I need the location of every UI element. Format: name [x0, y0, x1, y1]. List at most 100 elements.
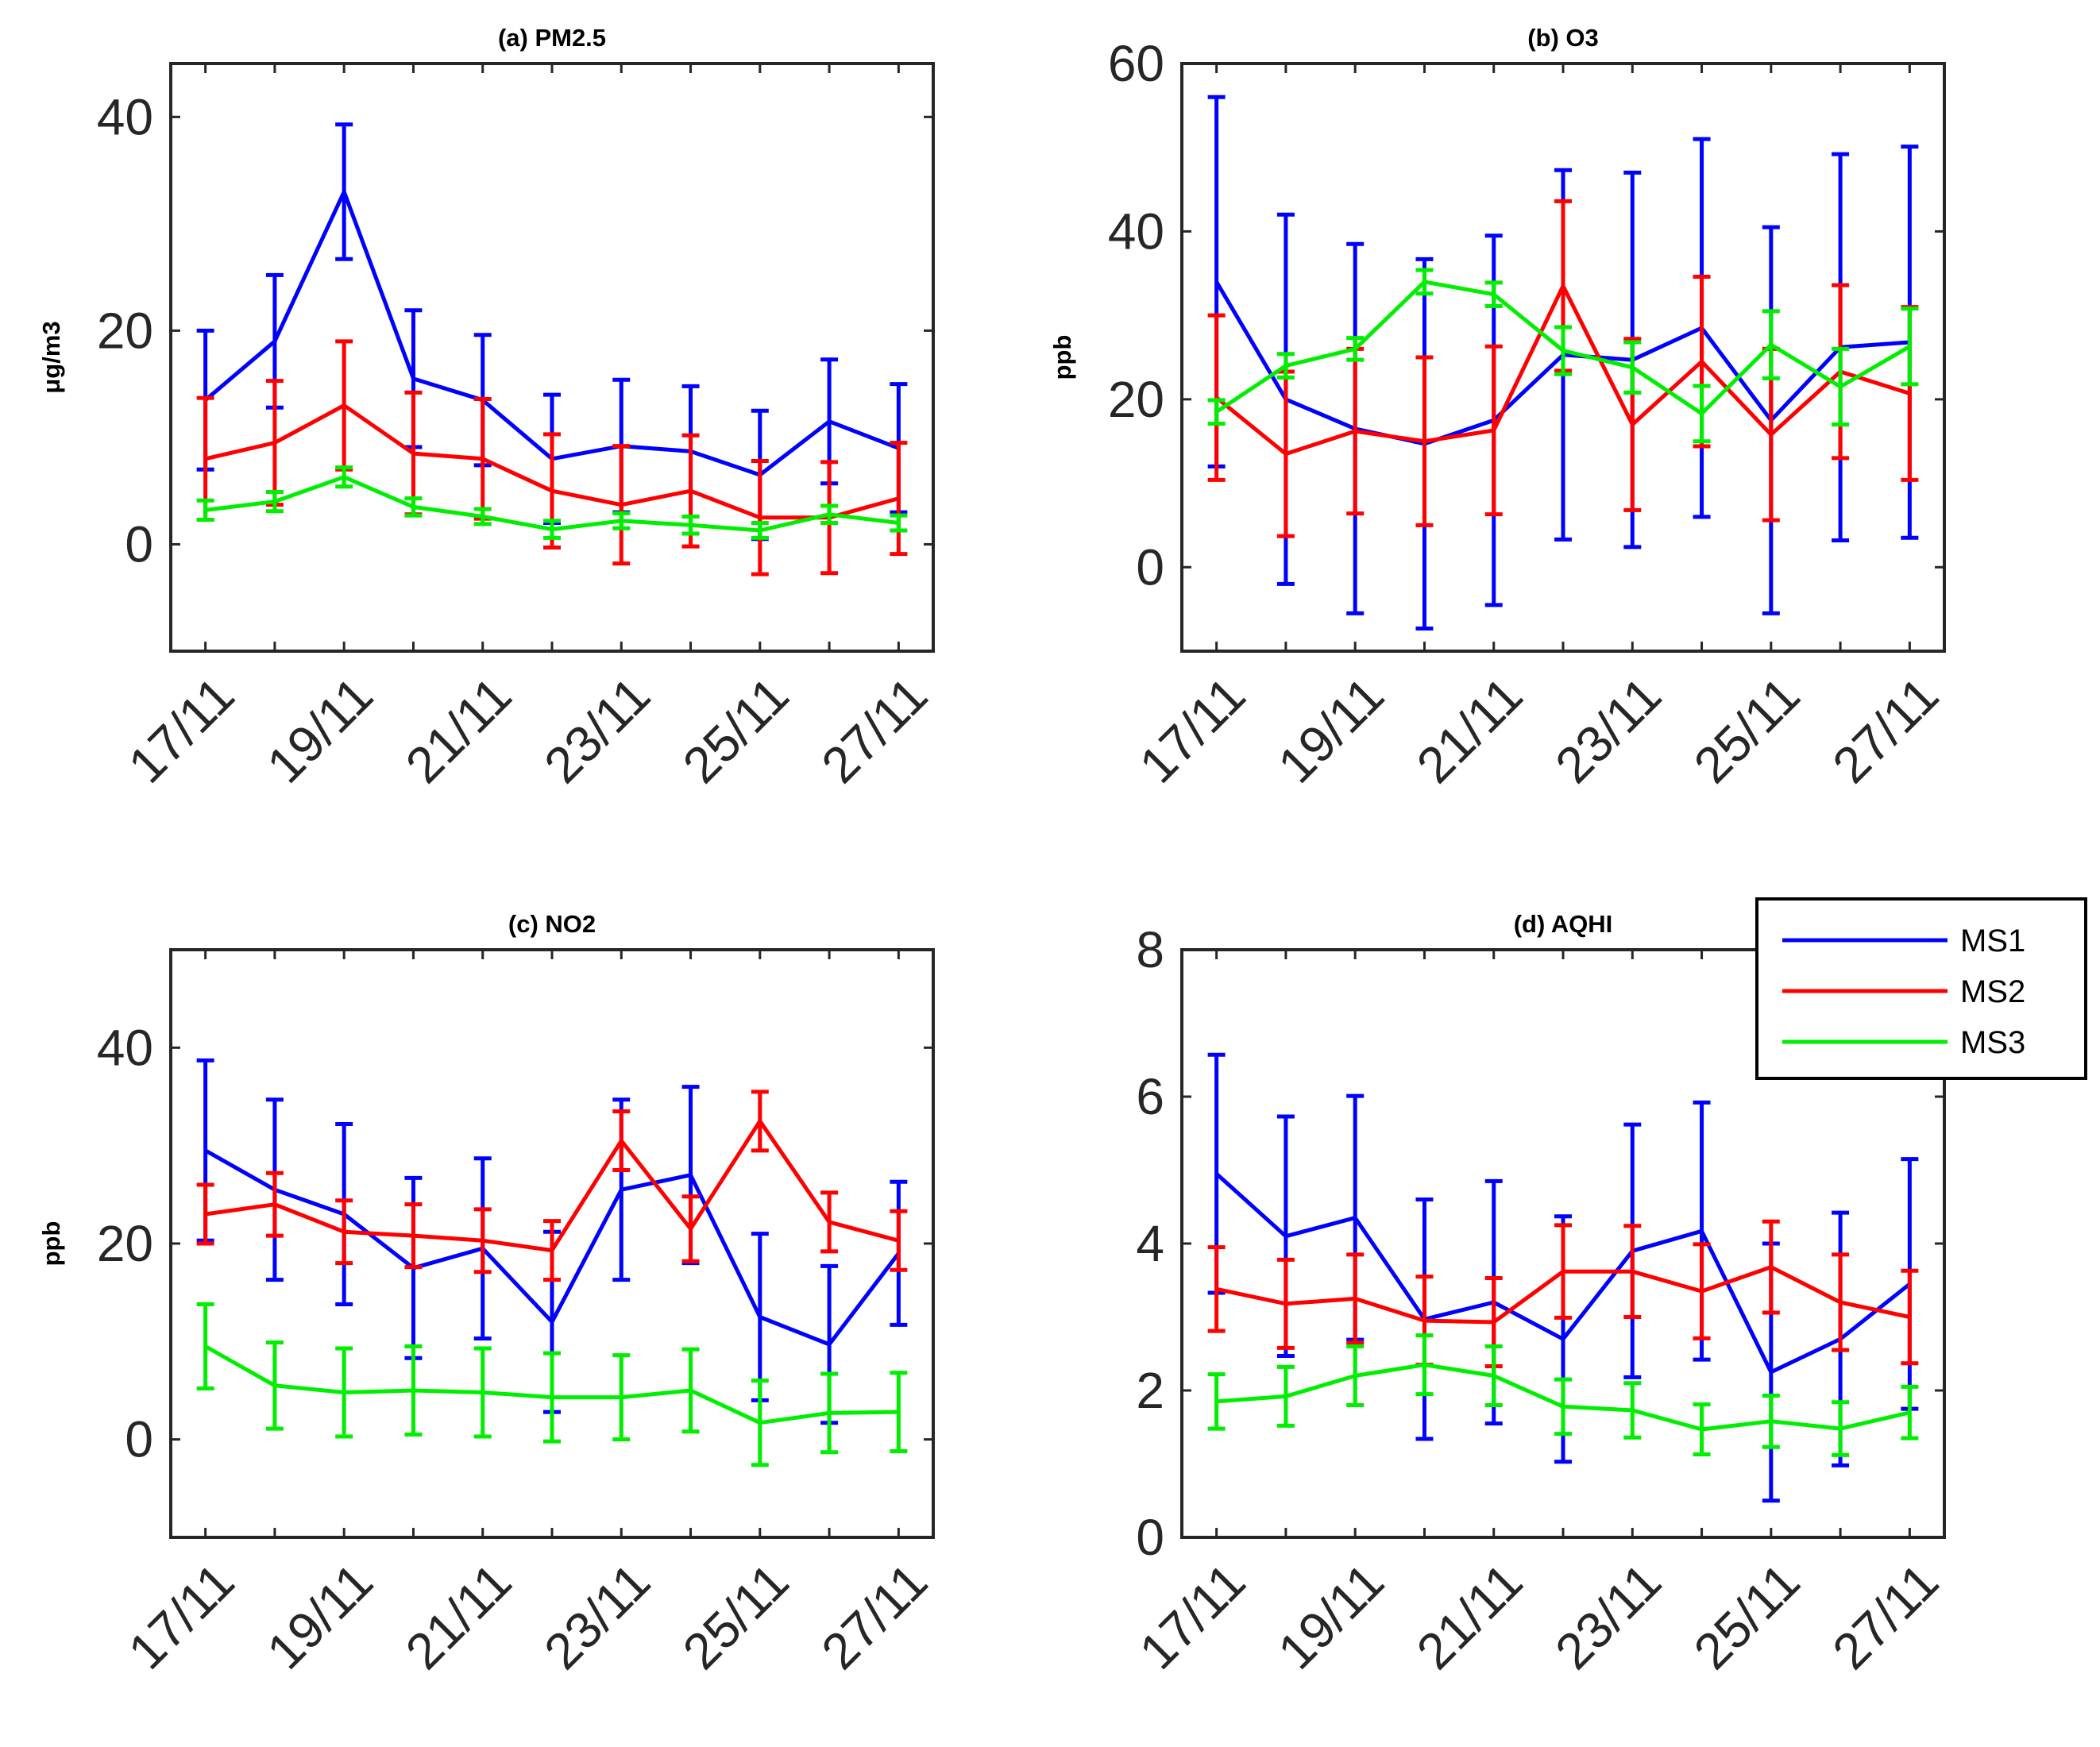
error-bar: [1693, 384, 1711, 444]
legend: MS1 MS2 MS3: [1755, 897, 2087, 1080]
error-bar: [1207, 313, 1226, 482]
error-bar: [265, 1340, 284, 1431]
error-bar: [1346, 1344, 1365, 1407]
error-bar: [1762, 1393, 1780, 1449]
error-bar: [1762, 309, 1780, 380]
error-bar: [1832, 346, 1850, 427]
error-bar: [890, 513, 908, 533]
error-bar: [751, 521, 769, 540]
error-bar: [196, 498, 214, 523]
error-bar: [1901, 1268, 1919, 1366]
series-ms3: [1207, 268, 1919, 444]
error-bar: [1762, 1219, 1780, 1315]
y-tick-label: 40: [97, 88, 153, 145]
y-tick-label: 6: [1136, 1068, 1164, 1125]
error-bar: [890, 441, 908, 557]
y-tick-label: 40: [97, 1019, 153, 1076]
error-bar: [473, 507, 492, 526]
error-bar: [335, 1346, 353, 1439]
error-bar: [681, 1194, 700, 1263]
series-ms2: [196, 1089, 908, 1282]
legend-label: MS2: [1960, 974, 2025, 1009]
legend-label: MS1: [1960, 924, 2025, 958]
error-bar: [681, 1347, 700, 1434]
panel-title: (a) PM2.5: [498, 24, 606, 52]
series-ms2: [1207, 1219, 1919, 1368]
legend-box: [1755, 897, 2087, 1080]
error-bar: [1623, 340, 1642, 395]
error-bar: [543, 1219, 561, 1282]
panel-title: (d) AQHI: [1514, 910, 1613, 938]
error-bar: [1415, 1333, 1434, 1397]
error-bar: [1901, 1384, 1919, 1440]
error-bar: [820, 1190, 839, 1254]
error-bar: [335, 1198, 353, 1266]
error-bar: [1207, 398, 1226, 426]
error-bar: [751, 459, 769, 577]
error-bar: [1415, 355, 1434, 527]
error-bar: [1901, 307, 1919, 387]
error-bar: [404, 496, 423, 518]
error-bar: [1276, 352, 1295, 380]
error-bar: [1346, 336, 1365, 362]
y-tick-label: 60: [1108, 35, 1164, 92]
error-bar: [265, 1170, 284, 1238]
error-bar: [820, 1371, 839, 1455]
error-bar: [265, 490, 284, 514]
error-bar: [404, 1202, 423, 1270]
error-bar: [543, 519, 561, 540]
y-axis-label: ppb: [37, 1221, 65, 1267]
error-bar: [1207, 1372, 1226, 1431]
error-bar: [473, 1207, 492, 1275]
error-bar: [473, 1346, 492, 1439]
legend-label: MS3: [1960, 1025, 2025, 1060]
error-bar: [1693, 1402, 1711, 1456]
panel-title: (b) O3: [1527, 24, 1599, 52]
error-bar: [335, 122, 353, 261]
error-bar: [1832, 1252, 1850, 1352]
error-bar: [890, 1371, 908, 1453]
series-ms1: [1207, 1052, 1919, 1503]
y-tick-label: 0: [1136, 1509, 1164, 1566]
error-bar: [543, 1351, 561, 1444]
y-tick-label: 20: [97, 1215, 153, 1272]
y-tick-label: 20: [1108, 371, 1164, 428]
panel-title: (c) NO2: [508, 910, 596, 938]
error-bar: [612, 511, 631, 530]
error-bar: [1207, 1245, 1226, 1333]
error-bar: [1554, 1377, 1572, 1437]
y-tick-label: 20: [97, 302, 153, 359]
error-bar: [1484, 1344, 1503, 1407]
y-tick-label: 4: [1136, 1215, 1164, 1272]
error-bar: [1554, 1223, 1572, 1320]
y-tick-label: 0: [125, 515, 153, 573]
error-bar: [404, 1344, 423, 1437]
error-bar: [681, 514, 700, 536]
error-bar: [612, 1109, 631, 1172]
error-bar: [1276, 1257, 1295, 1350]
error-bar: [1623, 1381, 1642, 1440]
y-tick-label: 2: [1136, 1362, 1164, 1419]
error-bar: [820, 503, 839, 526]
y-tick-label: 0: [125, 1411, 153, 1468]
error-bar: [196, 1302, 214, 1391]
error-bar: [751, 1089, 769, 1153]
error-bar: [612, 444, 631, 566]
y-axis-label: μg/m3: [37, 321, 65, 393]
y-tick-label: 8: [1136, 921, 1164, 978]
series-ms3: [196, 1302, 908, 1467]
y-tick-label: 0: [1136, 538, 1164, 596]
error-bar: [335, 465, 353, 489]
error-bar: [1554, 325, 1572, 376]
error-bar: [1484, 344, 1503, 517]
error-bar: [1484, 280, 1503, 309]
axes-box: [169, 62, 935, 653]
y-tick-label: 40: [1108, 202, 1164, 260]
error-bar: [612, 1353, 631, 1442]
series-ms3: [1207, 1333, 1919, 1457]
series-ms3: [196, 465, 908, 540]
